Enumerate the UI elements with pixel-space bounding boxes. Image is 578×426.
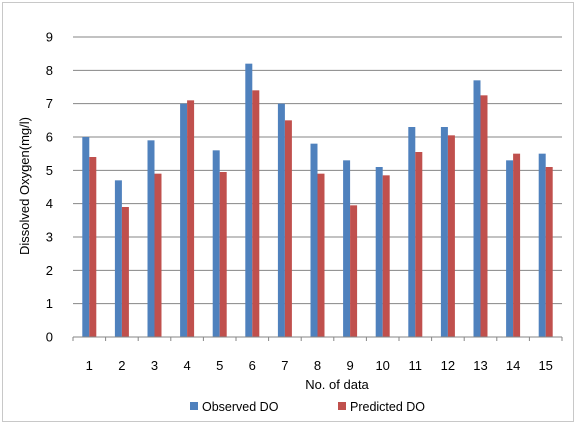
legend: Observed DO Predicted DO xyxy=(190,400,425,414)
x-tick-label: 8 xyxy=(314,358,321,373)
bar-observed-4 xyxy=(180,103,188,338)
x-tick-label: 10 xyxy=(375,358,389,373)
x-tick-label: 1 xyxy=(86,358,93,373)
bar-predicted-9 xyxy=(350,205,358,337)
bar-observed-15 xyxy=(538,153,546,337)
bar-observed-3 xyxy=(147,140,155,337)
legend-label-observed: Observed DO xyxy=(202,400,279,414)
x-tick-label: 12 xyxy=(441,358,455,373)
bar-predicted-10 xyxy=(382,175,390,337)
y-tick-label: 0 xyxy=(46,330,53,345)
legend-swatch-observed xyxy=(190,402,198,410)
x-tick-label: 9 xyxy=(346,358,353,373)
y-tick-label: 1 xyxy=(46,296,53,311)
x-tick-label: 5 xyxy=(216,358,223,373)
bar-observed-2 xyxy=(114,180,122,337)
x-axis-title: No. of data xyxy=(305,377,369,392)
bar-predicted-2 xyxy=(121,207,129,337)
bar-observed-14 xyxy=(506,160,514,337)
bar-predicted-12 xyxy=(447,135,455,337)
x-tick-label: 2 xyxy=(118,358,125,373)
y-tick-label: 7 xyxy=(46,96,53,111)
bar-observed-1 xyxy=(82,137,90,337)
x-tick-label: 13 xyxy=(473,358,487,373)
x-tick-label: 14 xyxy=(506,358,520,373)
x-tick-labels: 1 2 3 4 5 6 7 8 9 10 11 12 13 14 15 xyxy=(72,337,563,373)
x-tick-label: 4 xyxy=(183,358,190,373)
bar-predicted-4 xyxy=(187,100,195,337)
bar-observed-11 xyxy=(408,127,416,337)
y-tick-label: 9 xyxy=(46,30,53,45)
y-tick-label: 6 xyxy=(46,130,53,145)
bar-predicted-13 xyxy=(480,95,488,337)
bar-observed-6 xyxy=(245,63,253,338)
bar-predicted-14 xyxy=(513,153,521,337)
y-tick-label: 8 xyxy=(46,63,53,78)
y-tick-labels: 0 1 2 3 4 5 6 7 8 9 xyxy=(46,30,53,345)
x-tick-label: 11 xyxy=(409,358,423,373)
bars xyxy=(82,63,553,338)
bar-observed-12 xyxy=(440,127,448,337)
x-tick-label: 7 xyxy=(281,358,288,373)
y-tick-label: 5 xyxy=(46,163,53,178)
y-tick-label: 3 xyxy=(46,230,53,245)
bar-observed-13 xyxy=(473,80,481,337)
x-tick-label: 15 xyxy=(538,358,552,373)
bar-predicted-1 xyxy=(89,157,97,337)
bar-observed-9 xyxy=(343,160,351,337)
y-tick-label: 2 xyxy=(46,263,53,278)
bar-observed-10 xyxy=(375,167,383,337)
y-axis-title: Dissolved Oxygen(mg/l) xyxy=(17,117,32,255)
y-tick-label: 4 xyxy=(46,196,53,211)
x-tick-label: 3 xyxy=(151,358,158,373)
legend-label-predicted: Predicted DO xyxy=(350,400,425,414)
bar-predicted-5 xyxy=(219,172,227,337)
x-tick-label: 6 xyxy=(249,358,256,373)
bar-predicted-6 xyxy=(252,90,260,337)
legend-swatch-predicted xyxy=(338,402,346,410)
bar-predicted-8 xyxy=(317,173,325,337)
bar-predicted-15 xyxy=(545,167,553,337)
bar-observed-7 xyxy=(277,103,285,338)
bar-observed-8 xyxy=(310,143,318,337)
bar-predicted-7 xyxy=(284,120,292,337)
bar-observed-5 xyxy=(212,150,220,337)
bar-predicted-3 xyxy=(154,173,162,337)
bar-predicted-11 xyxy=(415,152,423,337)
